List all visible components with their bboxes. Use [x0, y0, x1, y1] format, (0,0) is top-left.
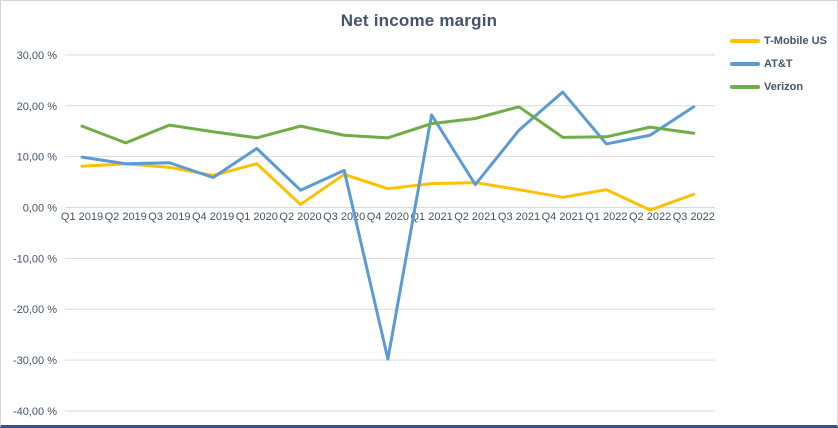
- legend-swatch-icon: [730, 62, 760, 66]
- y-tick-label: 30,00 %: [17, 50, 58, 62]
- legend-item: Verizon: [730, 80, 827, 94]
- x-category-label: Q2 2021: [454, 211, 496, 223]
- x-category-label: Q2 2019: [105, 211, 147, 223]
- legend: T-Mobile US AT&T Verizon: [730, 34, 827, 103]
- legend-item: AT&T: [730, 57, 827, 71]
- legend-swatch-icon: [730, 39, 760, 43]
- x-category-label: Q2 2022: [629, 211, 671, 223]
- x-category-label: Q4 2020: [367, 211, 409, 223]
- y-tick-label: 10,00 %: [17, 152, 58, 164]
- y-tick-label: 20,00 %: [17, 101, 58, 113]
- series-line-at-t: [80, 90, 696, 361]
- y-tick-label: -10,00 %: [13, 253, 57, 265]
- x-category-label: Q3 2021: [498, 211, 540, 223]
- y-tick-label: 0,00 %: [23, 203, 57, 215]
- chart-title: Net income margin: [340, 11, 498, 30]
- legend-item: T-Mobile US: [730, 34, 827, 48]
- legend-label: T-Mobile US: [764, 35, 827, 47]
- legend-label: Verizon: [764, 81, 804, 93]
- legend-label: AT&T: [764, 58, 793, 70]
- series-line-t-mobile-us: [80, 162, 696, 212]
- x-category-label: Q1 2020: [236, 211, 278, 223]
- x-category-label: Q3 2019: [148, 211, 190, 223]
- y-tick-label: -20,00 %: [13, 304, 57, 316]
- x-category-label: Q3 2020: [323, 211, 365, 223]
- x-category-label: Q1 2019: [61, 211, 103, 223]
- legend-swatch-icon: [730, 85, 760, 89]
- x-category-label: Q4 2019: [192, 211, 234, 223]
- x-category-label: Q4 2021: [542, 211, 584, 223]
- x-category-label: Q1 2022: [585, 211, 627, 223]
- x-category-label: Q1 2021: [410, 211, 452, 223]
- x-category-label: Q2 2020: [279, 211, 321, 223]
- y-tick-label: -30,00 %: [13, 355, 57, 367]
- x-category-label: Q3 2022: [673, 211, 715, 223]
- y-tick-label: -40,00 %: [13, 406, 57, 418]
- series-line-verizon: [80, 105, 696, 145]
